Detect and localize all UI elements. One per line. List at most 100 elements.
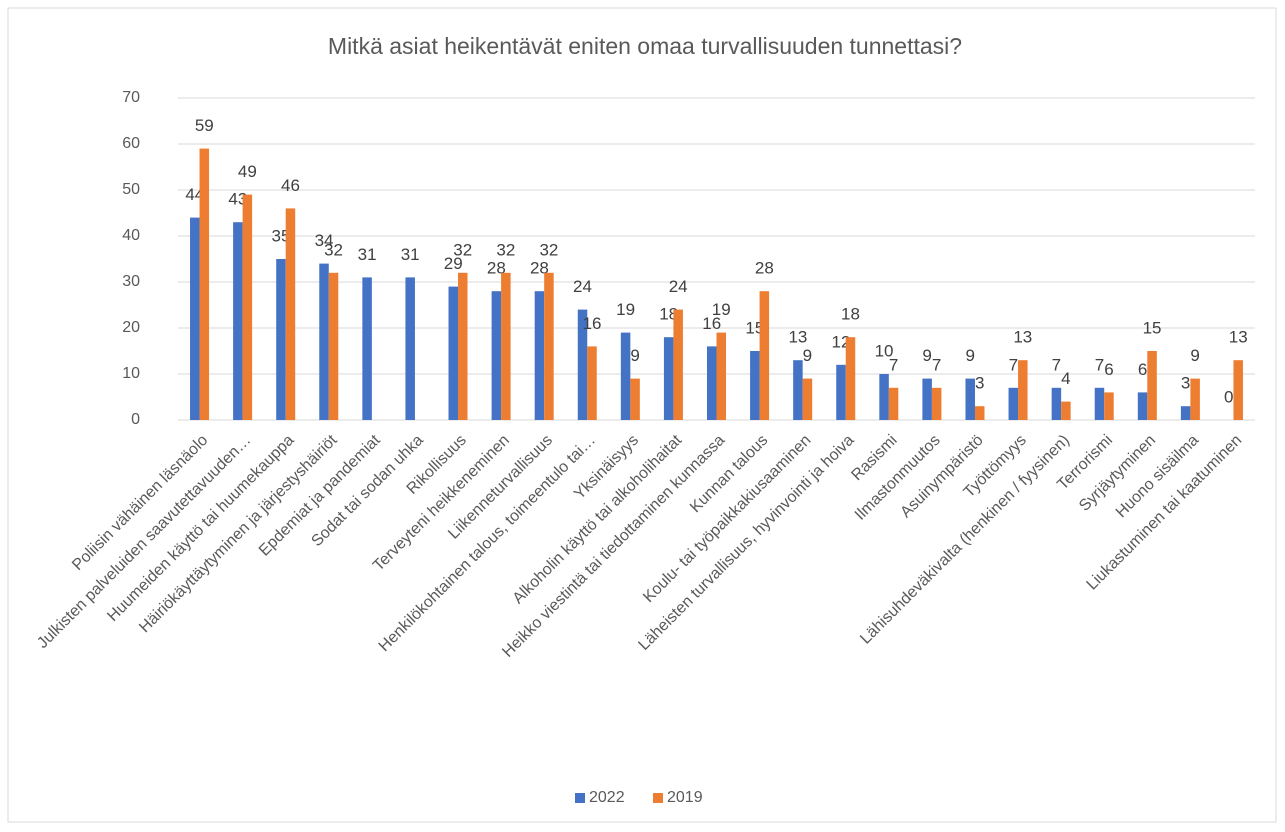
bar xyxy=(750,351,760,420)
value-label: 18 xyxy=(659,305,678,324)
legend-label: 2022 xyxy=(589,789,625,806)
y-tick-label: 10 xyxy=(122,365,140,382)
value-label: 12 xyxy=(832,332,851,351)
bar xyxy=(965,378,975,420)
bar xyxy=(1233,360,1243,420)
value-label: 9 xyxy=(965,346,974,365)
bar xyxy=(1190,378,1200,420)
y-tick-label: 60 xyxy=(122,135,140,152)
value-label: 9 xyxy=(1190,346,1199,365)
value-label: 28 xyxy=(755,259,774,278)
bar xyxy=(620,332,631,420)
y-tick-label: 0 xyxy=(131,411,140,428)
bar xyxy=(1180,406,1191,420)
bar xyxy=(663,337,674,420)
bar xyxy=(1094,387,1105,420)
bar xyxy=(276,259,286,420)
bar xyxy=(319,263,329,420)
value-label: 15 xyxy=(1143,318,1162,337)
bar xyxy=(974,406,985,420)
bar xyxy=(759,291,770,420)
bar xyxy=(362,277,372,420)
bar xyxy=(802,378,813,420)
bar xyxy=(922,378,932,420)
chart-title: Mitkä asiat heikentävät eniten omaa turv… xyxy=(328,33,962,59)
legend-swatch xyxy=(653,793,663,803)
bar xyxy=(458,272,468,420)
value-label: 7 xyxy=(1095,355,1104,374)
legend-swatch xyxy=(575,793,585,803)
bar xyxy=(1051,387,1062,420)
value-label: 18 xyxy=(841,305,860,324)
bar xyxy=(716,332,726,420)
bar xyxy=(405,277,415,420)
value-label: 13 xyxy=(1229,328,1248,347)
bar xyxy=(879,374,889,420)
bar xyxy=(285,208,296,420)
value-label: 29 xyxy=(444,254,463,273)
y-tick-label: 50 xyxy=(122,181,140,198)
bar xyxy=(577,309,588,420)
value-label: 32 xyxy=(453,240,472,259)
bar xyxy=(673,309,683,420)
value-label: 49 xyxy=(238,162,257,181)
y-tick-label: 30 xyxy=(122,273,140,290)
value-label: 9 xyxy=(630,346,639,365)
bar xyxy=(1147,351,1157,420)
bar xyxy=(836,364,846,420)
bar xyxy=(845,337,856,420)
value-label: 31 xyxy=(358,245,377,264)
bar xyxy=(328,272,339,420)
bar xyxy=(491,291,502,420)
value-label: 7 xyxy=(889,355,898,374)
value-label: 10 xyxy=(875,341,894,360)
bar xyxy=(199,148,210,420)
value-label: 6 xyxy=(1138,360,1147,379)
value-label: 16 xyxy=(702,314,721,333)
value-label: 15 xyxy=(745,318,764,337)
bar xyxy=(1018,360,1028,420)
value-label: 31 xyxy=(401,245,420,264)
value-label: 13 xyxy=(788,328,807,347)
value-label: 16 xyxy=(583,314,602,333)
value-label: 6 xyxy=(1104,360,1113,379)
value-label: 4 xyxy=(1061,369,1070,388)
bar xyxy=(888,387,899,420)
value-label: 7 xyxy=(1009,355,1018,374)
value-label: 32 xyxy=(539,240,558,259)
value-label: 7 xyxy=(1052,355,1061,374)
value-label: 9 xyxy=(922,346,931,365)
bar xyxy=(1061,401,1071,420)
value-label: 28 xyxy=(530,259,549,278)
bar xyxy=(1104,392,1114,420)
bar xyxy=(242,194,253,420)
value-label: 35 xyxy=(271,226,290,245)
value-label: 19 xyxy=(616,300,635,319)
bar xyxy=(534,291,545,420)
y-tick-label: 40 xyxy=(122,227,140,244)
bar xyxy=(233,222,243,420)
y-tick-label: 70 xyxy=(122,89,140,106)
value-label: 24 xyxy=(669,277,688,296)
value-label: 24 xyxy=(573,277,592,296)
value-label: 59 xyxy=(195,116,214,135)
y-tick-label: 20 xyxy=(122,319,140,336)
value-label: 34 xyxy=(315,231,334,250)
bar xyxy=(587,346,597,420)
bar xyxy=(448,286,459,420)
bar xyxy=(501,272,511,420)
value-label: 9 xyxy=(803,346,812,365)
value-label: 32 xyxy=(324,240,343,259)
bar xyxy=(190,217,200,420)
bar xyxy=(793,360,803,420)
value-label: 19 xyxy=(712,300,731,319)
value-label: 43 xyxy=(228,190,247,209)
value-label: 0 xyxy=(1224,387,1233,406)
bar xyxy=(707,346,717,420)
value-label: 28 xyxy=(487,259,506,278)
value-label: 13 xyxy=(1013,328,1032,347)
value-label: 44 xyxy=(185,185,204,204)
bar xyxy=(1008,387,1019,420)
value-label: 7 xyxy=(932,355,941,374)
bar xyxy=(630,378,640,420)
